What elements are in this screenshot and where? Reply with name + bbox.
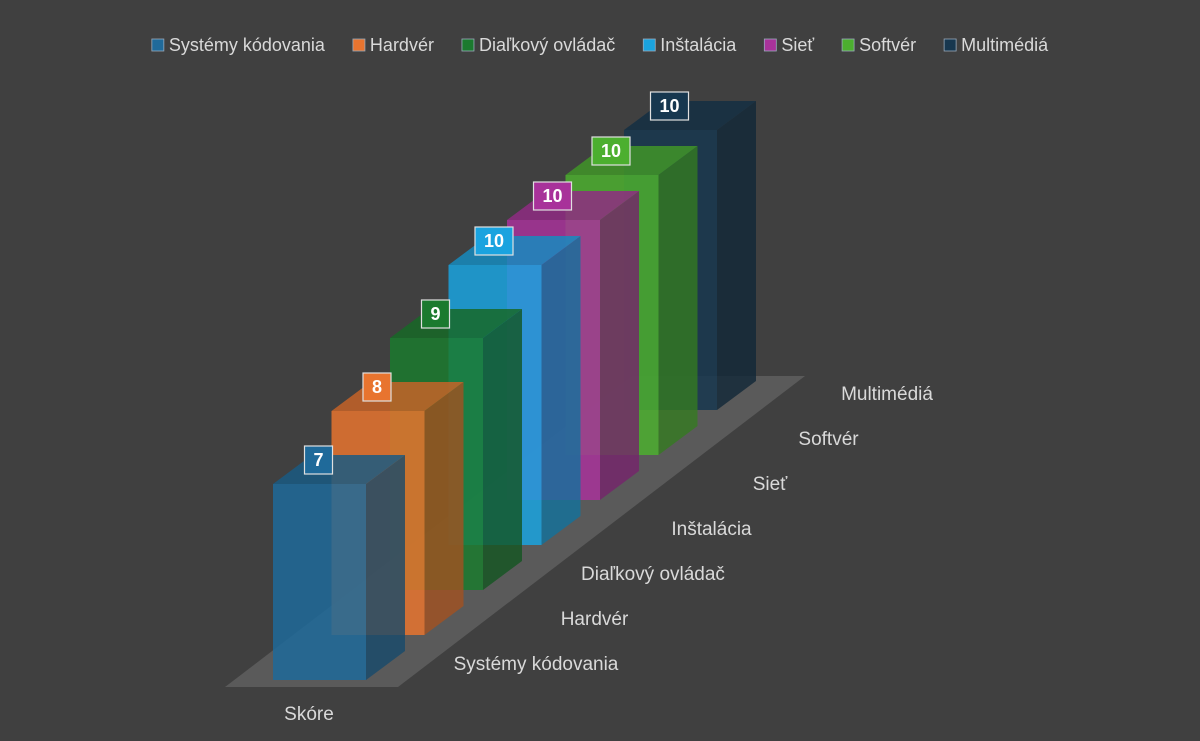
x-tick-label: Skóre bbox=[284, 704, 334, 725]
value-label: 7 bbox=[313, 450, 323, 470]
bar-side bbox=[483, 309, 522, 590]
value-label: 10 bbox=[659, 96, 679, 116]
depth-tick-label: Inštalácia bbox=[671, 519, 752, 540]
value-label: 9 bbox=[430, 304, 440, 324]
legend-marker bbox=[841, 38, 855, 52]
value-label-box bbox=[362, 372, 392, 402]
legend-marker bbox=[461, 38, 475, 52]
legend-label: Systémy kódovania bbox=[169, 35, 326, 55]
legend: Systémy kódovania Hardvér Diaľkový ovládač… bbox=[151, 35, 1049, 55]
depth-tick-label: Diaľkový ovládač bbox=[581, 564, 725, 585]
legend-marker bbox=[763, 38, 777, 52]
legend-label: Hardvér bbox=[370, 35, 434, 55]
legend-marker bbox=[642, 38, 656, 52]
value-label-box bbox=[420, 299, 451, 329]
bar-side bbox=[717, 101, 756, 410]
legend-label: Inštalácia bbox=[660, 35, 737, 55]
value-label-box bbox=[303, 445, 334, 475]
value-label: 10 bbox=[484, 231, 504, 251]
value-label-box bbox=[649, 91, 690, 121]
bar-side bbox=[658, 146, 698, 455]
bar-side bbox=[424, 382, 464, 635]
depth-tick-label: Sieť bbox=[753, 474, 788, 495]
value-label: 10 bbox=[601, 141, 621, 161]
depth-tick-label: Multimédiá bbox=[841, 384, 933, 405]
value-label-box bbox=[474, 226, 514, 256]
depth-tick-label: Softvér bbox=[798, 429, 859, 450]
legend-marker bbox=[943, 38, 957, 52]
bar-side bbox=[600, 191, 639, 500]
value-label: 10 bbox=[542, 186, 562, 206]
value-label-box bbox=[532, 181, 573, 211]
depth-tick-label: Hardvér bbox=[561, 609, 629, 630]
value-label: 8 bbox=[372, 377, 382, 397]
legend-label: Multimédiá bbox=[961, 35, 1049, 55]
value-label-box bbox=[591, 136, 631, 166]
legend-marker bbox=[151, 38, 165, 52]
bar-side bbox=[541, 236, 581, 545]
legend-label: Sieť bbox=[781, 35, 814, 55]
legend-label: Softvér bbox=[859, 35, 916, 55]
bar bbox=[273, 484, 366, 680]
legend-marker bbox=[352, 38, 366, 52]
bar-side bbox=[366, 455, 405, 680]
legend-label: Diaľkový ovládač bbox=[479, 35, 615, 55]
depth-tick-label: Systémy kódovania bbox=[454, 654, 619, 675]
